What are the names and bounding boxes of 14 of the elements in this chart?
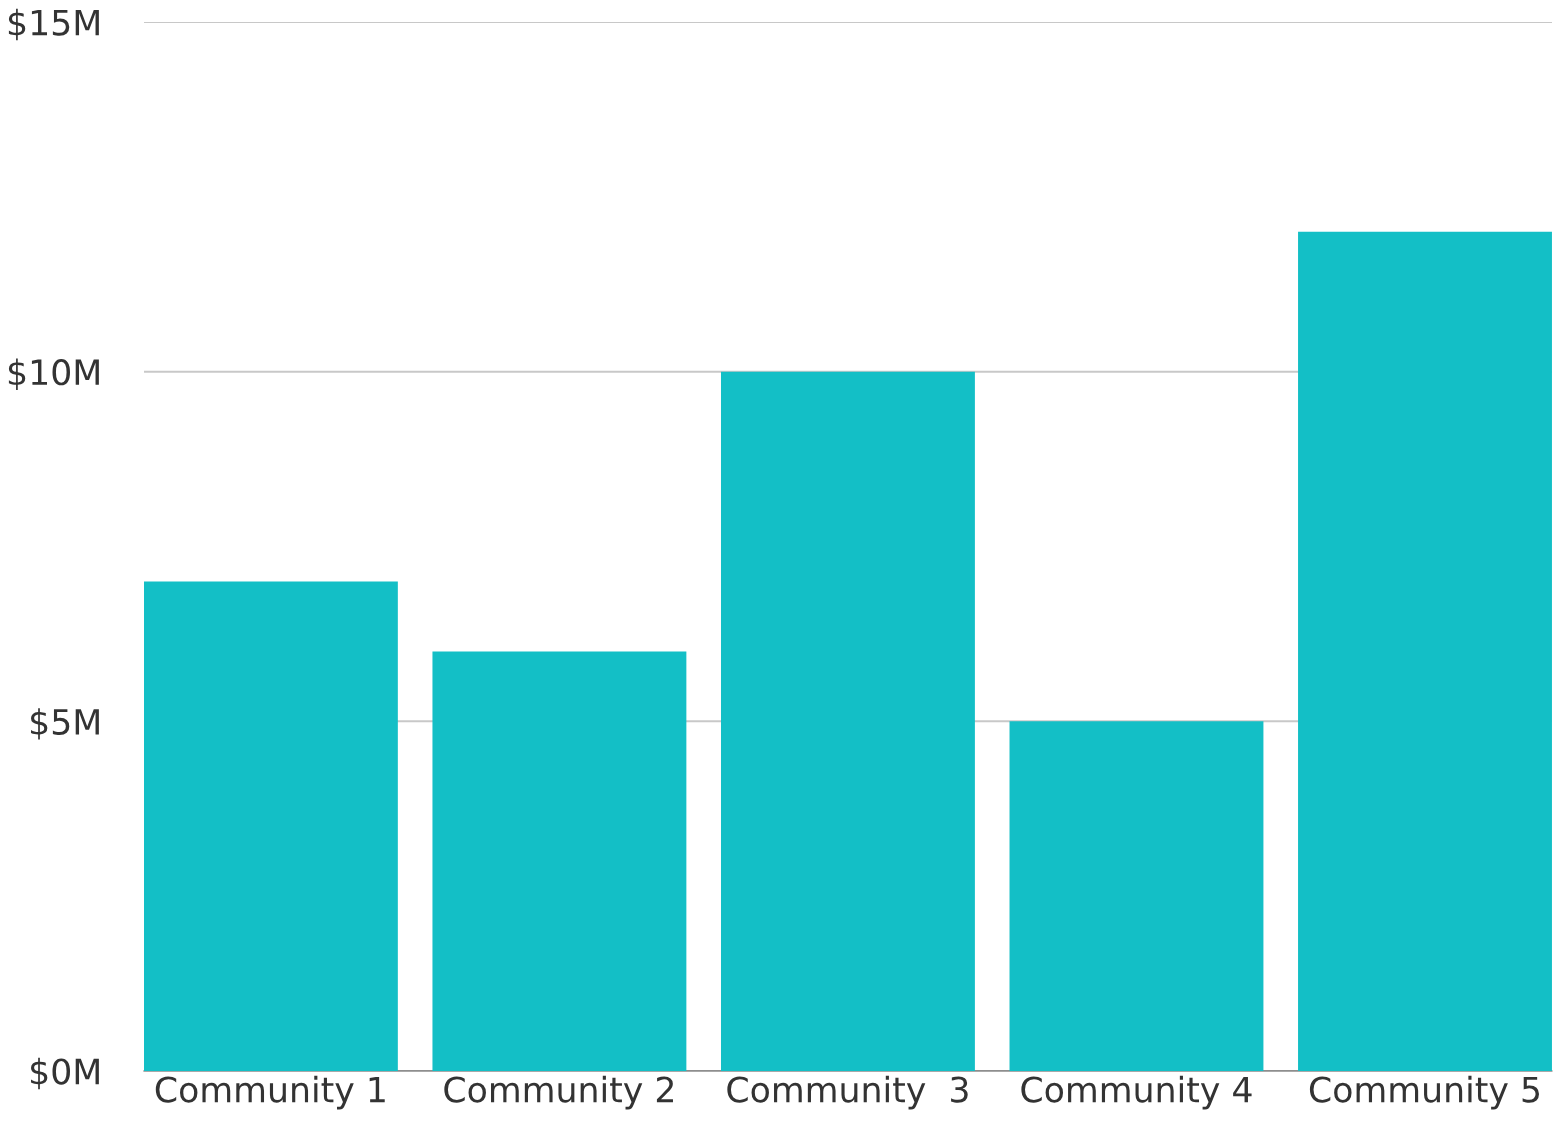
- bar: [143, 581, 398, 1071]
- x-tick-label: Community 5: [1309, 1075, 1540, 1110]
- x-tick-label: Community 4: [1021, 1075, 1252, 1110]
- bar: [432, 651, 687, 1071]
- bar: [1009, 721, 1264, 1071]
- y-tick-label: $5M: [31, 708, 99, 740]
- x-tick-label: Community 2: [444, 1075, 673, 1110]
- bar: [720, 371, 975, 1071]
- y-tick-label: $15M: [8, 8, 99, 41]
- y-tick-label: $0M: [31, 1057, 99, 1090]
- x-tick-label: Community 1: [155, 1075, 385, 1110]
- x-tick-label: Community 3: [727, 1075, 968, 1110]
- y-tick-label: $10M: [8, 358, 99, 390]
- bar: [1298, 231, 1552, 1071]
